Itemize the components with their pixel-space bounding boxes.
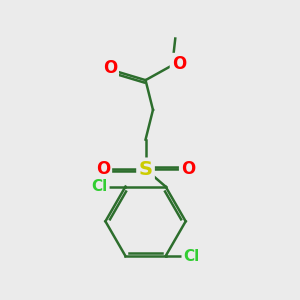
Text: O: O: [103, 59, 117, 77]
Text: O: O: [181, 160, 195, 178]
Text: O: O: [96, 160, 110, 178]
Text: O: O: [172, 55, 186, 73]
Text: S: S: [139, 160, 152, 179]
Text: Cl: Cl: [92, 179, 108, 194]
Text: Cl: Cl: [183, 249, 200, 264]
